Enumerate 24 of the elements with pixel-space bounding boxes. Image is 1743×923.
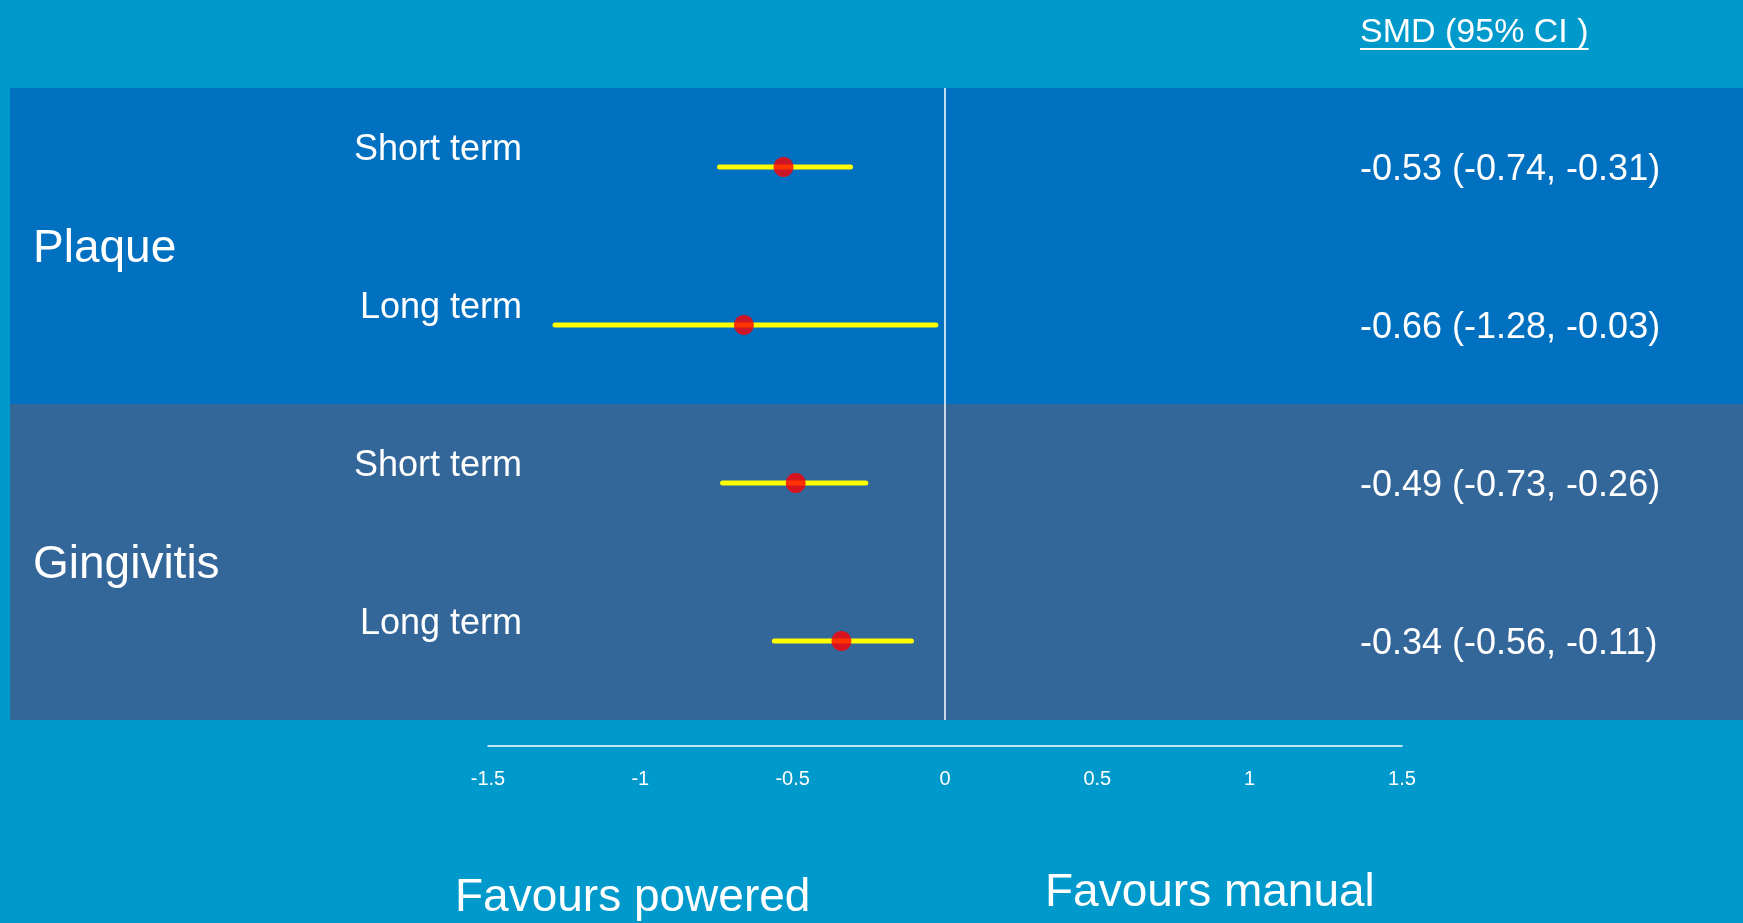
x-tick-label: -0.5: [775, 767, 810, 789]
point: [831, 631, 852, 651]
text: Favours manual: [1045, 864, 1375, 916]
text: SMD (95% CI ): [1360, 11, 1589, 49]
x-tick-label: -1.5: [470, 767, 506, 789]
x-tick-label: 0: [939, 767, 951, 789]
text: Plaque: [33, 220, 177, 272]
y-tick-label: Short term: [353, 442, 522, 484]
y-tick-label: Short term: [353, 126, 522, 168]
x-tick-label: 1: [1244, 767, 1256, 789]
point: [733, 315, 754, 335]
data-label: -0.66 (-1.28, -0.03): [1360, 304, 1661, 346]
x-tick-label: -1: [631, 767, 650, 789]
x-tick-label: 0.5: [1083, 767, 1112, 789]
y-tick-label: Long term: [359, 600, 522, 642]
data-label: -0.34 (-0.56, -0.11): [1360, 620, 1658, 662]
data-label: -0.53 (-0.74, -0.31): [1360, 146, 1661, 188]
text: Gingivitis: [33, 536, 220, 588]
y-tick-label: Long term: [359, 284, 522, 326]
point: [785, 473, 806, 493]
text: Favours powered: [455, 869, 811, 921]
point: [773, 157, 794, 177]
data-label: -0.49 (-0.73, -0.26): [1360, 462, 1661, 504]
x-tick-label: 1.5: [1388, 767, 1416, 789]
